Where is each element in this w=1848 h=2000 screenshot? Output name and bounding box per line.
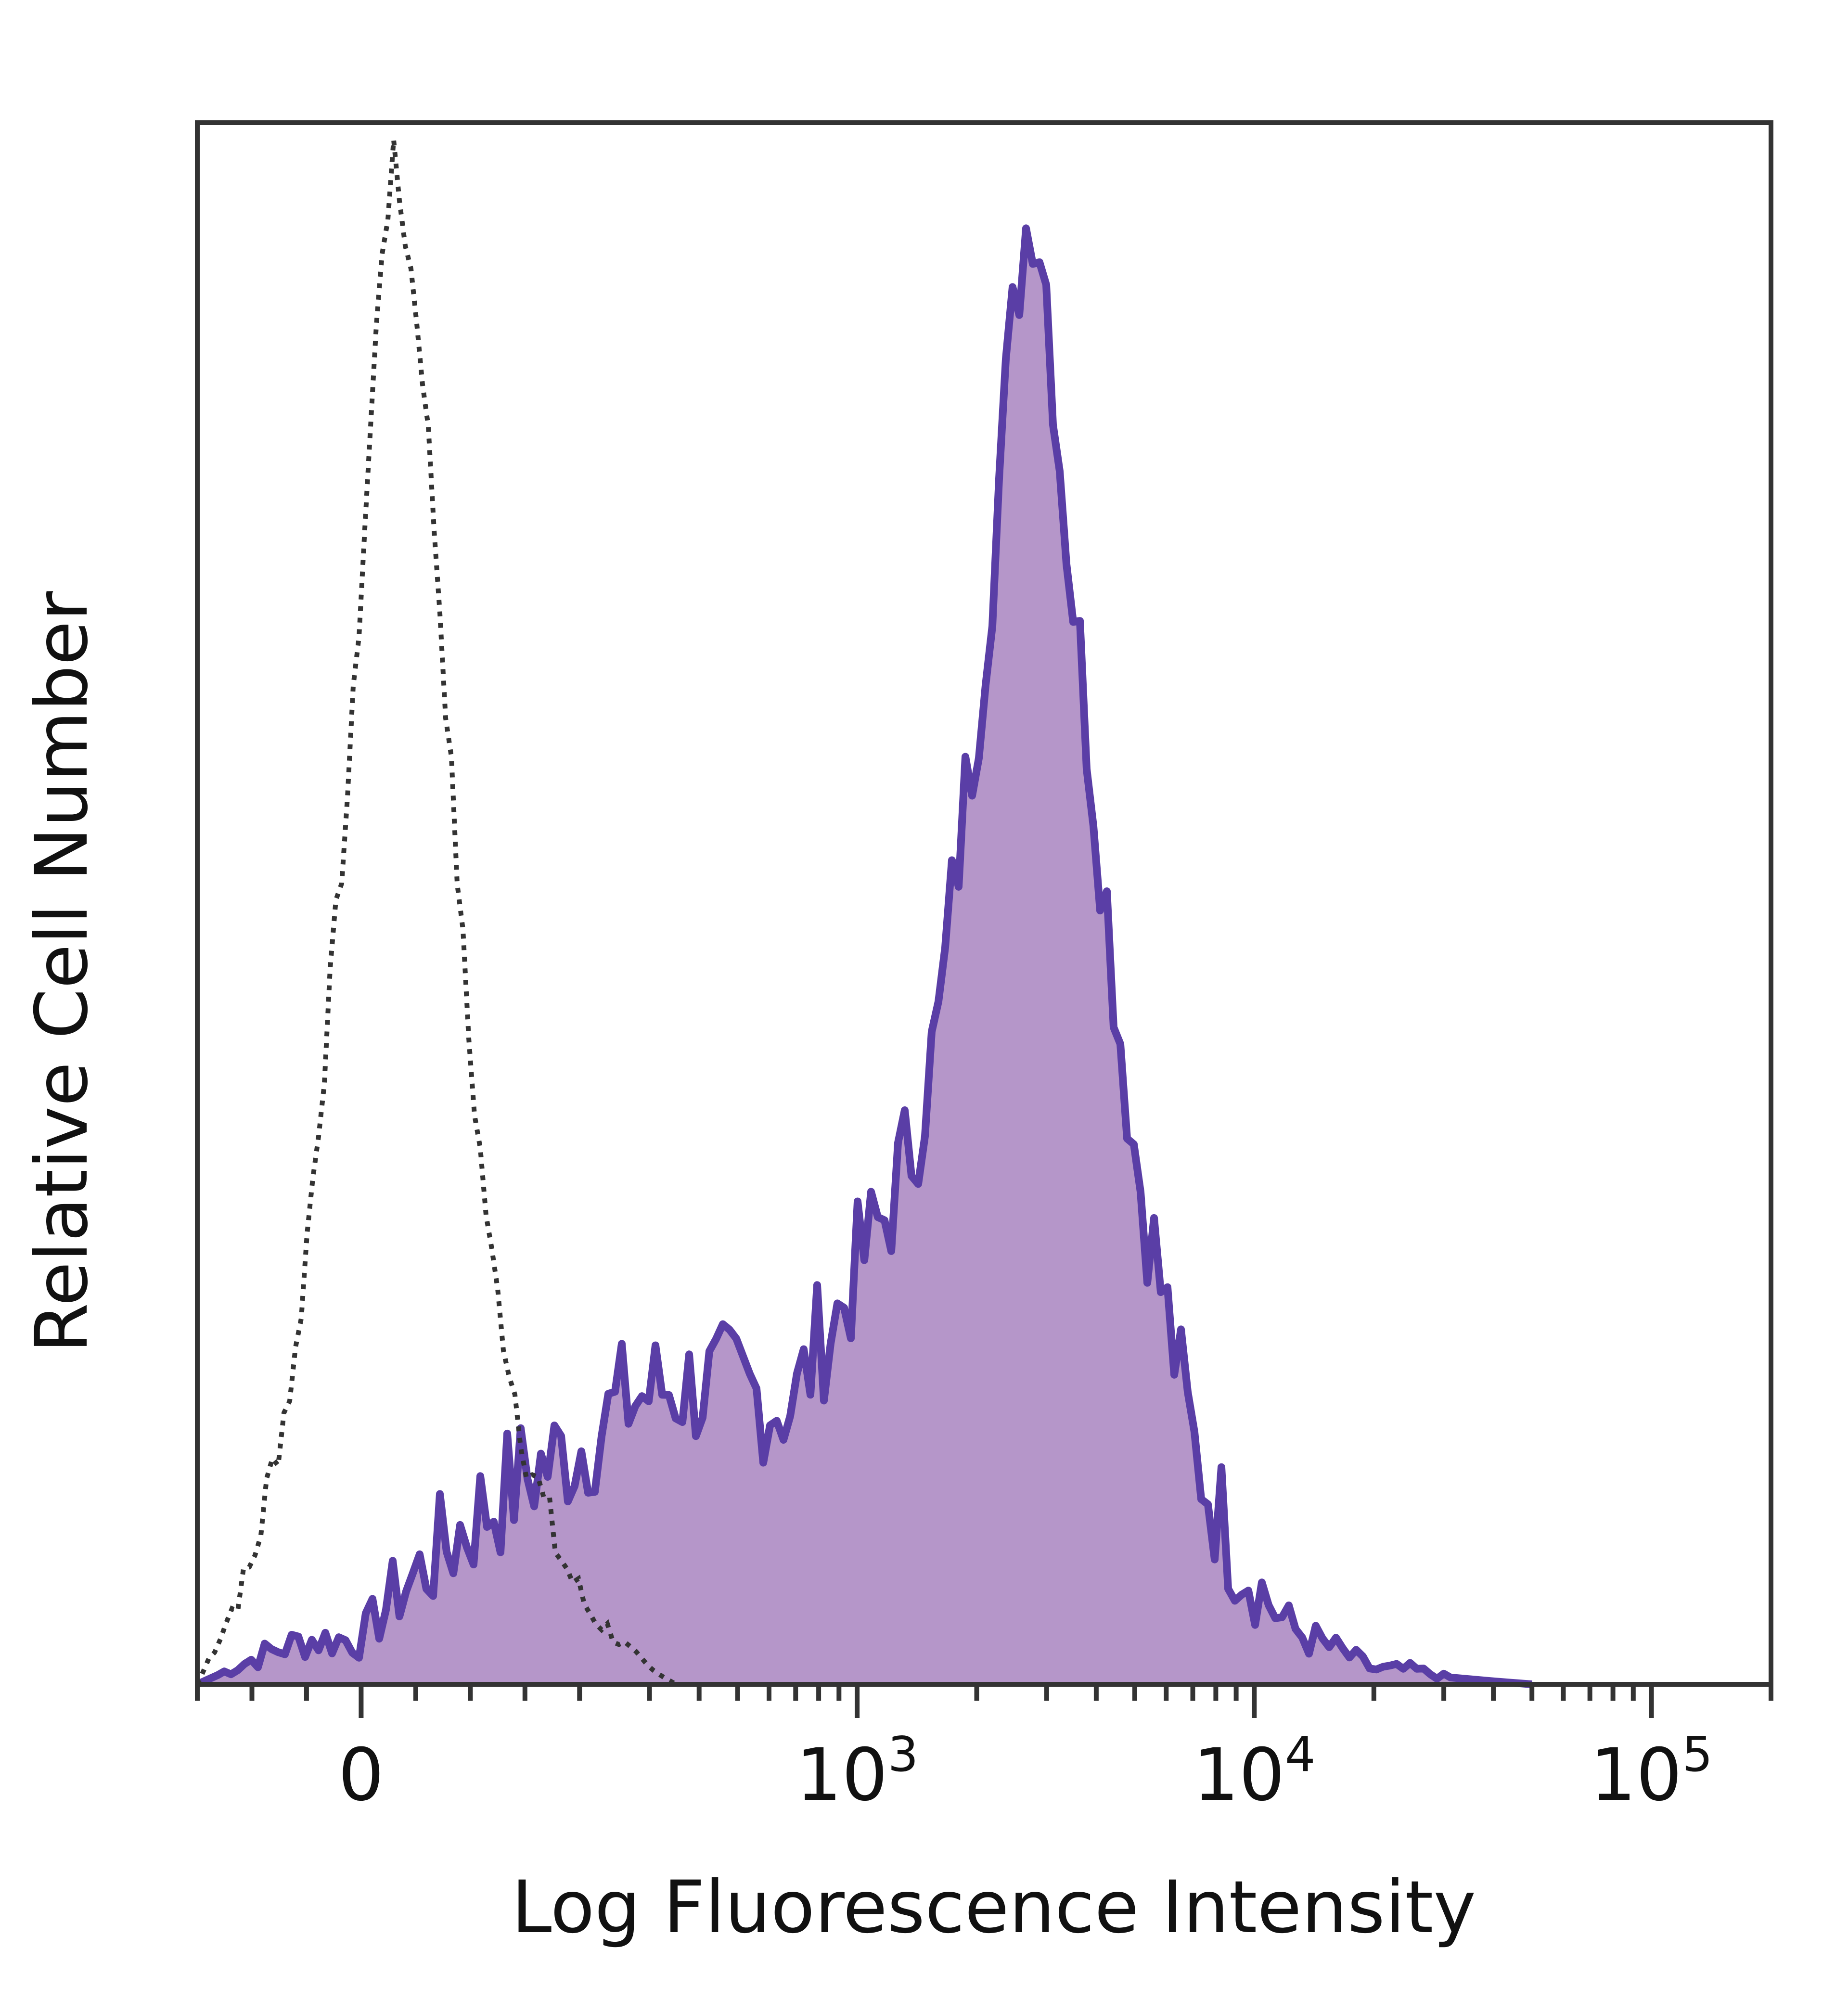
stained-histogram-line [195,224,1535,1688]
x-tick-label: 104 [1193,1726,1316,1817]
series-layer [195,139,1535,1688]
x-tick-label: 105 [1590,1726,1713,1817]
x-tick-label: 0 [338,1733,384,1817]
stained-histogram-fill [197,228,1532,1685]
x-axis-tick-labels: 0 103 104 105 [338,1726,1713,1817]
y-axis-title: Relative Cell Number [20,591,104,1353]
plot-frame [195,120,1773,1687]
x-axis-title: Log Fluorescence Intensity [512,1866,1476,1949]
x-tick-label: 103 [796,1726,919,1817]
control-histogram-line [195,139,678,1687]
x-axis-ticks [195,1684,1773,1718]
